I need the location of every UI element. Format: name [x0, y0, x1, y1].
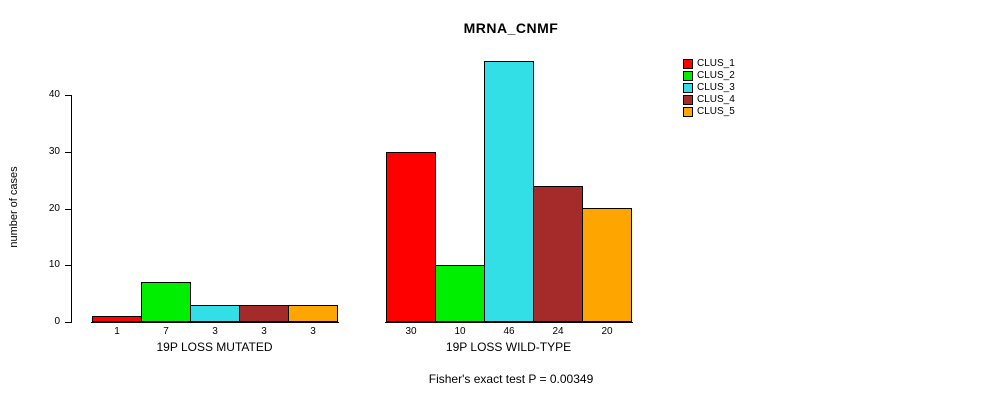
bar-value-label: 3 — [261, 326, 267, 337]
legend-swatch-clus_2 — [683, 70, 693, 81]
y-tick — [65, 209, 71, 210]
legend-item: CLUS_3 — [683, 82, 735, 93]
bar-value-label: 20 — [601, 326, 613, 337]
y-axis — [71, 95, 72, 323]
x-axis-group1 — [91, 322, 339, 323]
legend-item: CLUS_1 — [683, 58, 735, 69]
bar-value-label: 10 — [454, 326, 466, 337]
bar-clus_5-group2 — [582, 208, 632, 322]
legend-swatch-clus_1 — [683, 58, 693, 69]
bar-clus_2-group2 — [435, 265, 485, 322]
bar-value-label: 30 — [405, 326, 417, 337]
y-tick — [65, 322, 71, 323]
bar-value-label: 24 — [552, 326, 564, 337]
y-tick-label: 20 — [48, 203, 60, 214]
x-axis-group-label: 19P LOSS WILD-TYPE — [445, 340, 572, 354]
annotation-text: Fisher's exact test P = 0.00349 — [428, 372, 594, 386]
legend: CLUS_1 CLUS_2 CLUS_3 CLUS_4 CLUS_5 — [683, 58, 735, 118]
legend-label: CLUS_1 — [697, 58, 735, 69]
legend-swatch-clus_4 — [683, 94, 693, 105]
bar-clus_4-group2 — [533, 186, 583, 322]
legend-swatch-clus_3 — [683, 82, 693, 93]
y-tick-label: 0 — [54, 316, 60, 327]
bar-clus_3-group1 — [190, 305, 240, 322]
bar-clus_3-group2 — [484, 61, 534, 322]
bar-value-label: 7 — [163, 326, 169, 337]
y-tick — [65, 152, 71, 153]
bar-value-label: 46 — [503, 326, 515, 337]
legend-label: CLUS_4 — [697, 94, 735, 105]
legend-swatch-clus_5 — [683, 106, 693, 117]
bar-value-label: 3 — [310, 326, 316, 337]
x-axis-group-label: 19P LOSS MUTATED — [156, 340, 273, 354]
legend-label: CLUS_5 — [697, 106, 735, 117]
y-tick-label: 40 — [48, 89, 60, 100]
bar-clus_2-group1 — [141, 282, 191, 322]
bar-clus_4-group1 — [239, 305, 289, 322]
y-axis-title: number of cases — [8, 166, 20, 248]
legend-item: CLUS_5 — [683, 106, 735, 117]
y-tick-label: 10 — [48, 259, 60, 270]
y-tick — [65, 95, 71, 96]
bar-clus_1-group1 — [92, 316, 142, 322]
bar-clus_5-group1 — [288, 305, 338, 322]
legend-label: CLUS_3 — [697, 82, 735, 93]
legend-item: CLUS_2 — [683, 70, 735, 81]
bar-value-label: 1 — [114, 326, 120, 337]
bar-value-label: 3 — [212, 326, 218, 337]
legend-label: CLUS_2 — [697, 70, 735, 81]
legend-item: CLUS_4 — [683, 94, 735, 105]
y-tick — [65, 265, 71, 266]
chart-title: MRNA_CNMF — [463, 20, 559, 36]
x-axis-group2 — [385, 322, 633, 323]
y-tick-label: 30 — [48, 146, 60, 157]
bar-clus_1-group2 — [386, 152, 436, 322]
